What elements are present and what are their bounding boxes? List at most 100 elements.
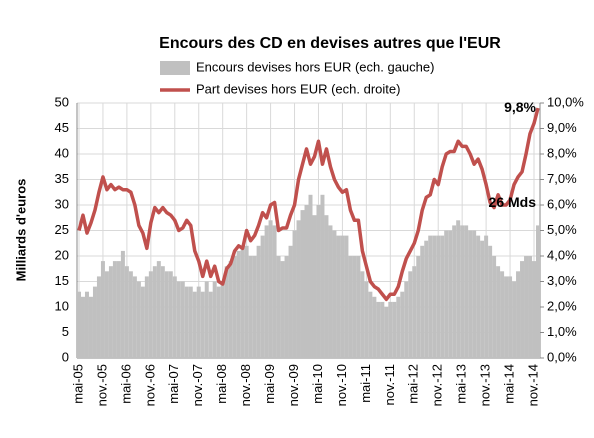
bar [196,286,201,358]
legend-swatch [160,61,190,75]
bar [144,276,149,358]
bar [512,281,517,358]
x-tick-label: mai-06 [118,364,133,404]
y2-tick-label: 10,0% [547,94,584,109]
bar [496,266,501,358]
bar [224,266,229,358]
bar [136,281,141,358]
bar [88,296,93,358]
x-tick-label: mai-05 [70,364,85,404]
y2-tick-label: 4,0% [547,247,577,262]
bar [360,271,365,358]
bar [536,225,540,358]
bar [424,240,429,358]
bar [228,261,233,358]
bar [176,281,181,358]
bar [432,235,437,358]
x-tick-label: nov.-10 [334,364,349,406]
bar [312,215,317,358]
bar [108,266,113,358]
x-tick-label: nov.-12 [430,364,445,406]
chart-title: Encours des CD en devises autres que l'E… [159,35,501,52]
x-tick-label: nov.-13 [478,364,493,406]
bar [368,291,373,358]
bar [232,256,237,358]
bar [356,256,361,358]
bar [164,271,169,358]
bar [188,286,193,358]
y-tick-label: 5 [62,324,69,339]
bar [268,220,273,358]
bar [380,301,385,358]
bar [364,281,369,358]
y-tick-label: 25 [55,222,69,237]
bar [292,230,297,358]
bar [172,276,177,358]
bar [288,245,293,358]
bar [416,256,421,358]
x-tick-label: nov.-06 [142,364,157,406]
bar [392,301,397,358]
bar [128,271,133,358]
bar [448,230,453,358]
y-axis-label: Milliards d'euros [13,179,28,282]
bar [328,225,333,358]
bar [308,194,313,358]
value-label: 26 Mds [489,194,537,210]
x-tick-label: mai-11 [358,364,373,403]
bar [520,261,525,358]
bar [96,276,101,358]
bar [112,261,117,358]
bar [124,266,129,358]
bar [516,271,521,358]
bar [300,210,305,358]
y-tick-label: 50 [55,94,69,109]
value-label: 9,8% [504,99,536,115]
y2-tick-label: 2,0% [547,298,577,313]
bar [332,230,337,358]
bar [272,225,277,358]
legend-label: Encours devises hors EUR (ech. gauche) [196,59,434,74]
bar [200,291,205,358]
bar [100,261,105,358]
bar [220,281,225,358]
x-tick-label: nov.-05 [94,364,109,406]
bar [248,256,253,358]
bar [208,291,213,358]
x-tick-label: nov.-09 [286,364,301,406]
x-tick-label: nov.-08 [238,364,253,406]
x-tick-label: nov.-11 [382,364,397,405]
bar [84,291,89,358]
bar [324,215,329,358]
bar [336,235,341,358]
bar [488,245,493,358]
bar [344,235,349,358]
y2-tick-label: 7,0% [547,171,577,186]
bar [408,271,413,358]
bar [132,276,137,358]
bar [276,256,281,358]
bar [160,266,165,358]
bar [240,245,245,358]
bar [296,220,301,358]
y2-tick-label: 0,0% [547,349,577,364]
legend-label: Part devises hors EUR (ech. droite) [196,81,400,96]
x-tick-label: mai-08 [214,364,229,404]
bar [148,271,153,358]
bar [252,256,257,358]
bar [192,291,197,358]
line [77,107,540,302]
x-tick-label: mai-14 [502,364,517,404]
bar [80,296,85,358]
bar [404,281,409,358]
x-tick-label: nov.-07 [190,364,205,406]
bar [456,220,461,358]
x-tick-label: mai-13 [454,364,469,404]
bar [372,296,377,358]
x-tick-label: nov.-14 [525,364,540,406]
bar [492,256,497,358]
bar [140,286,145,358]
bar [484,235,489,358]
bar [388,301,393,358]
